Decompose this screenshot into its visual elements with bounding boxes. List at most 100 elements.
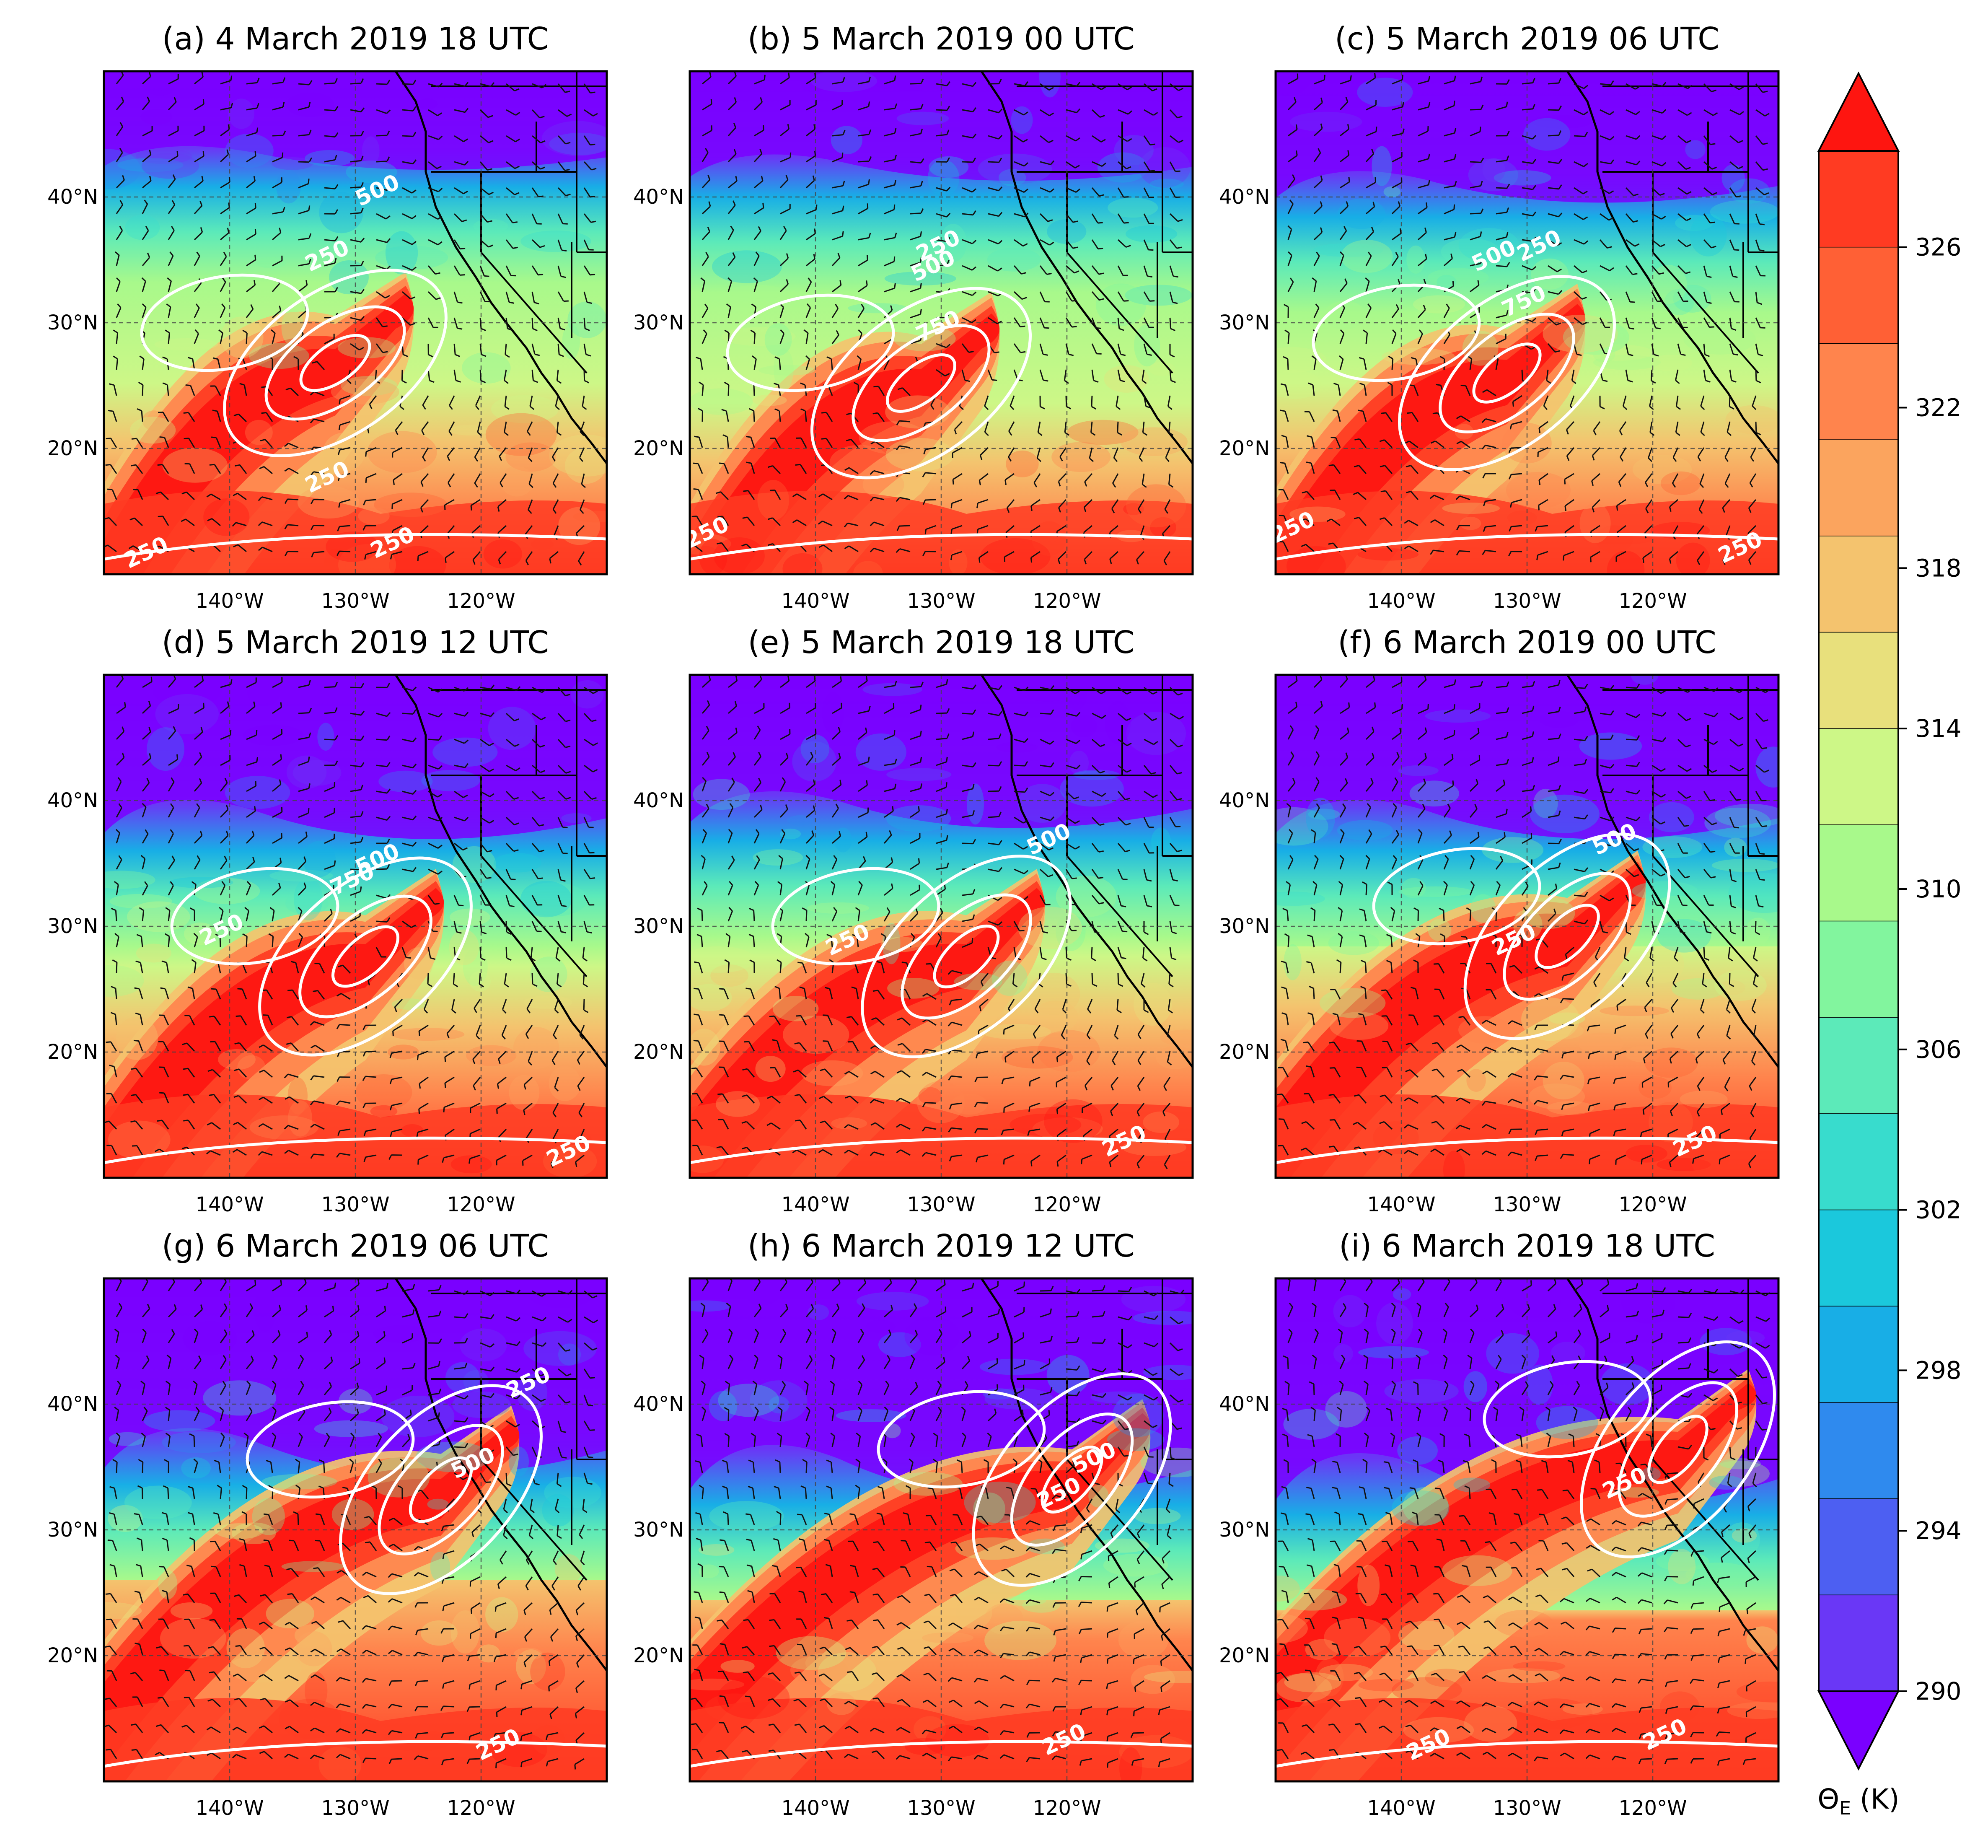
wind-barb [870, 496, 885, 502]
wind-barb [310, 418, 325, 424]
wind-barb [1355, 1593, 1367, 1603]
wind-barb [428, 842, 443, 849]
wind-barb [1496, 207, 1509, 215]
wind-barb [727, 803, 734, 818]
wind-barb [194, 752, 202, 766]
wind-barb [188, 1486, 195, 1499]
wind-barb [580, 1550, 585, 1565]
wind-barb [1365, 803, 1371, 818]
wind-barb [168, 251, 174, 266]
wind-barb [1170, 1289, 1185, 1295]
wind-barb [1143, 1446, 1154, 1458]
wind-barb [701, 1380, 706, 1395]
wind-barb [466, 1758, 481, 1764]
wind-barb [1614, 1050, 1626, 1060]
wind-barb [577, 1576, 585, 1591]
wind-barb [1703, 1368, 1719, 1374]
wind-barb [1066, 1311, 1079, 1318]
wind-barb [754, 75, 766, 85]
wind-barb [552, 447, 559, 462]
wind-barb [1482, 1020, 1496, 1026]
wind-barb [506, 109, 520, 116]
wind-barb [1080, 1732, 1092, 1742]
wind-barb [1388, 355, 1394, 370]
wind-barb [1641, 1076, 1652, 1088]
wind-barb [428, 1310, 442, 1318]
wind-barb [1574, 265, 1587, 274]
wind-barb [1624, 947, 1629, 962]
wind-barb [1443, 303, 1450, 318]
wind-barb [557, 843, 568, 854]
wind-barb [870, 1099, 885, 1104]
wind-barb [310, 391, 325, 397]
wind-barb [1110, 1102, 1119, 1116]
wind-barb [365, 473, 377, 483]
field-texture [404, 947, 433, 980]
wind-barb [909, 908, 919, 922]
field-texture [1525, 1364, 1553, 1405]
wind-barb [362, 1571, 377, 1578]
field-texture [855, 733, 906, 771]
wind-barb [1366, 73, 1376, 85]
wind-barb [233, 1673, 247, 1682]
wind-barb [1404, 545, 1419, 552]
wind-barb [797, 1643, 807, 1655]
wind-barb [298, 80, 313, 86]
field-texture [155, 694, 219, 734]
wind-barb [1413, 959, 1419, 974]
wind-barb [1443, 830, 1452, 844]
wind-barb [453, 239, 466, 250]
wind-barb [1040, 1308, 1052, 1318]
field-texture [1357, 78, 1413, 107]
wind-barb [442, 1154, 455, 1163]
field-texture [1107, 1428, 1165, 1451]
field-texture [1144, 1671, 1193, 1683]
wind-barb [427, 343, 433, 358]
field-texture [125, 215, 160, 240]
wind-barb [336, 1754, 351, 1760]
wind-barb [1613, 1076, 1626, 1084]
wind-barb [158, 1041, 169, 1052]
wind-barb [1143, 239, 1154, 251]
wind-barb [883, 830, 892, 844]
wind-barb [350, 1279, 360, 1292]
wind-barb [1065, 213, 1078, 223]
wind-barb [233, 413, 247, 422]
wind-barb [741, 1121, 755, 1130]
wind-barb [1168, 973, 1174, 988]
wind-barb [1444, 730, 1455, 740]
field-texture [116, 1016, 158, 1060]
field-texture [1114, 135, 1154, 165]
field-texture [886, 805, 951, 832]
wind-barb [1470, 832, 1480, 844]
wind-barb [803, 1381, 809, 1395]
field-texture [1337, 198, 1385, 229]
field-texture [564, 447, 606, 484]
field-texture [1333, 1344, 1353, 1363]
wind-barb [1169, 687, 1183, 696]
wind-barb [976, 1154, 989, 1163]
field-texture [1306, 798, 1336, 838]
wind-barb [821, 412, 833, 422]
wind-barb [936, 343, 951, 348]
colorbar-tick-label: 310 [1915, 875, 1962, 903]
wind-barb [1143, 895, 1152, 907]
field-texture [1358, 1679, 1414, 1692]
wind-barb [260, 1698, 273, 1707]
wind-barb [1496, 79, 1510, 85]
field-texture [346, 160, 397, 184]
wind-barb [999, 1626, 1015, 1632]
wind-barb [310, 1596, 325, 1604]
wind-barb [402, 187, 417, 194]
ivt-contour-0 [1463, 832, 1671, 1040]
wind-barb [246, 806, 256, 818]
wind-barb [1405, 1724, 1419, 1734]
ivt-contour-south [690, 533, 1193, 561]
wind-barb [1354, 465, 1367, 474]
wind-barb [324, 78, 338, 85]
field-texture [491, 395, 559, 423]
wind-barb [480, 1366, 495, 1372]
wind-barb [748, 907, 755, 922]
field-texture [1391, 1677, 1462, 1703]
wind-barb [453, 213, 467, 223]
